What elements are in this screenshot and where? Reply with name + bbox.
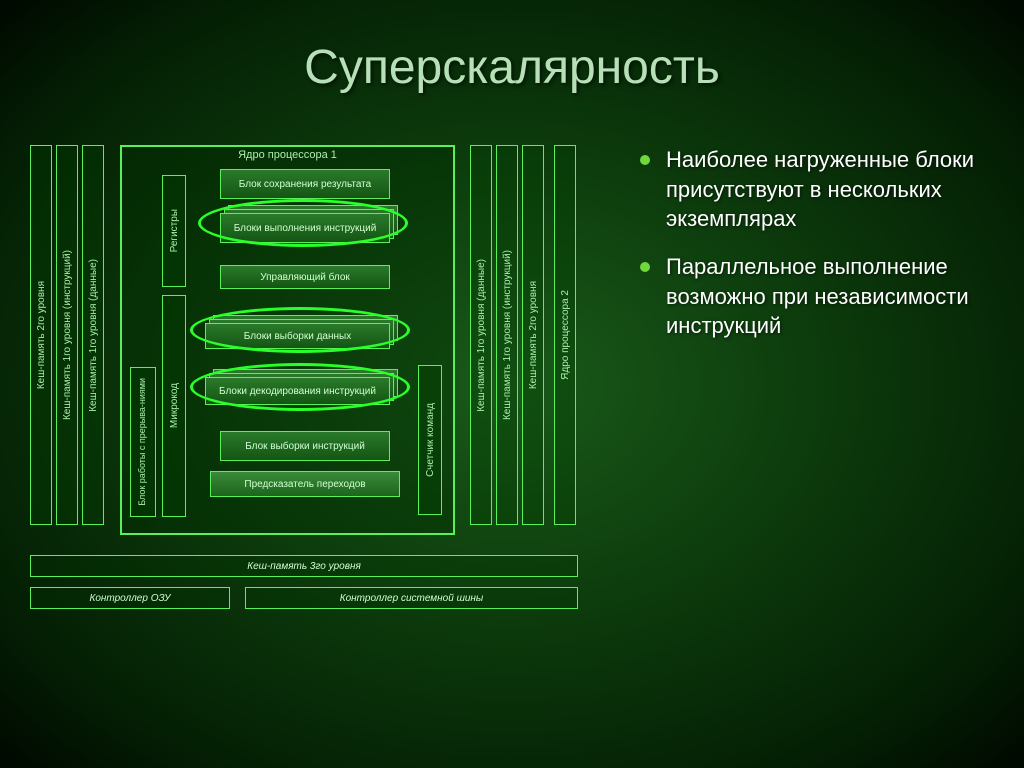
bullet-icon (640, 155, 650, 165)
l1-data-left: Кеш-память 1го уровня (данные) (82, 145, 104, 525)
interrupt-block: Блок работы с прерыва-ниями (130, 367, 156, 517)
l1-instr-right: Кеш-память 1го уровня (инструкций) (496, 145, 518, 525)
bullet-2: Параллельное выполнение возможно при нез… (640, 252, 994, 341)
control-block: Управляющий блок (220, 265, 390, 289)
core-2: Ядро процессора 2 (554, 145, 576, 525)
bullet-list: Наиболее нагруженные блоки присутствуют … (640, 135, 994, 655)
bus-controller: Контроллер системной шины (245, 587, 578, 609)
core-label: Ядро процессора 1 (120, 149, 455, 161)
l2-cache-right: Кеш-память 2го уровня (522, 145, 544, 525)
ram-controller: Контроллер ОЗУ (30, 587, 230, 609)
predictor-block: Предсказатель переходов (210, 471, 400, 497)
slide-title: Суперскалярность (0, 0, 1024, 95)
bullet-text: Наиболее нагруженные блоки присутствуют … (666, 145, 994, 234)
decode-blocks: Блоки декодирования инструкций (205, 377, 390, 405)
bullet-1: Наиболее нагруженные блоки присутствуют … (640, 145, 994, 234)
bullet-text: Параллельное выполнение возможно при нез… (666, 252, 994, 341)
fetch-data-blocks: Блоки выборки данных (205, 323, 390, 349)
l1-instr-left: Кеш-память 1го уровня (инструкций) (56, 145, 78, 525)
fetch-instr-block: Блок выборки инструкций (220, 431, 390, 461)
counter-block: Счетчик команд (418, 365, 442, 515)
l3-cache: Кеш-память 3го уровня (30, 555, 578, 577)
l1-data-right: Кеш-память 1го уровня (данные) (470, 145, 492, 525)
diagram: Кеш-память 2го уровня Кеш-память 1го уро… (30, 135, 610, 655)
save-result-block: Блок сохранения результата (220, 169, 390, 199)
l2-cache-left: Кеш-память 2го уровня (30, 145, 52, 525)
registers-block: Регистры (162, 175, 186, 287)
microcode-block: Микрокод (162, 295, 186, 517)
bullet-icon (640, 262, 650, 272)
slide-content: Кеш-память 2го уровня Кеш-память 1го уро… (0, 95, 1024, 655)
exec-blocks: Блоки выполнения инструкций (220, 213, 390, 243)
